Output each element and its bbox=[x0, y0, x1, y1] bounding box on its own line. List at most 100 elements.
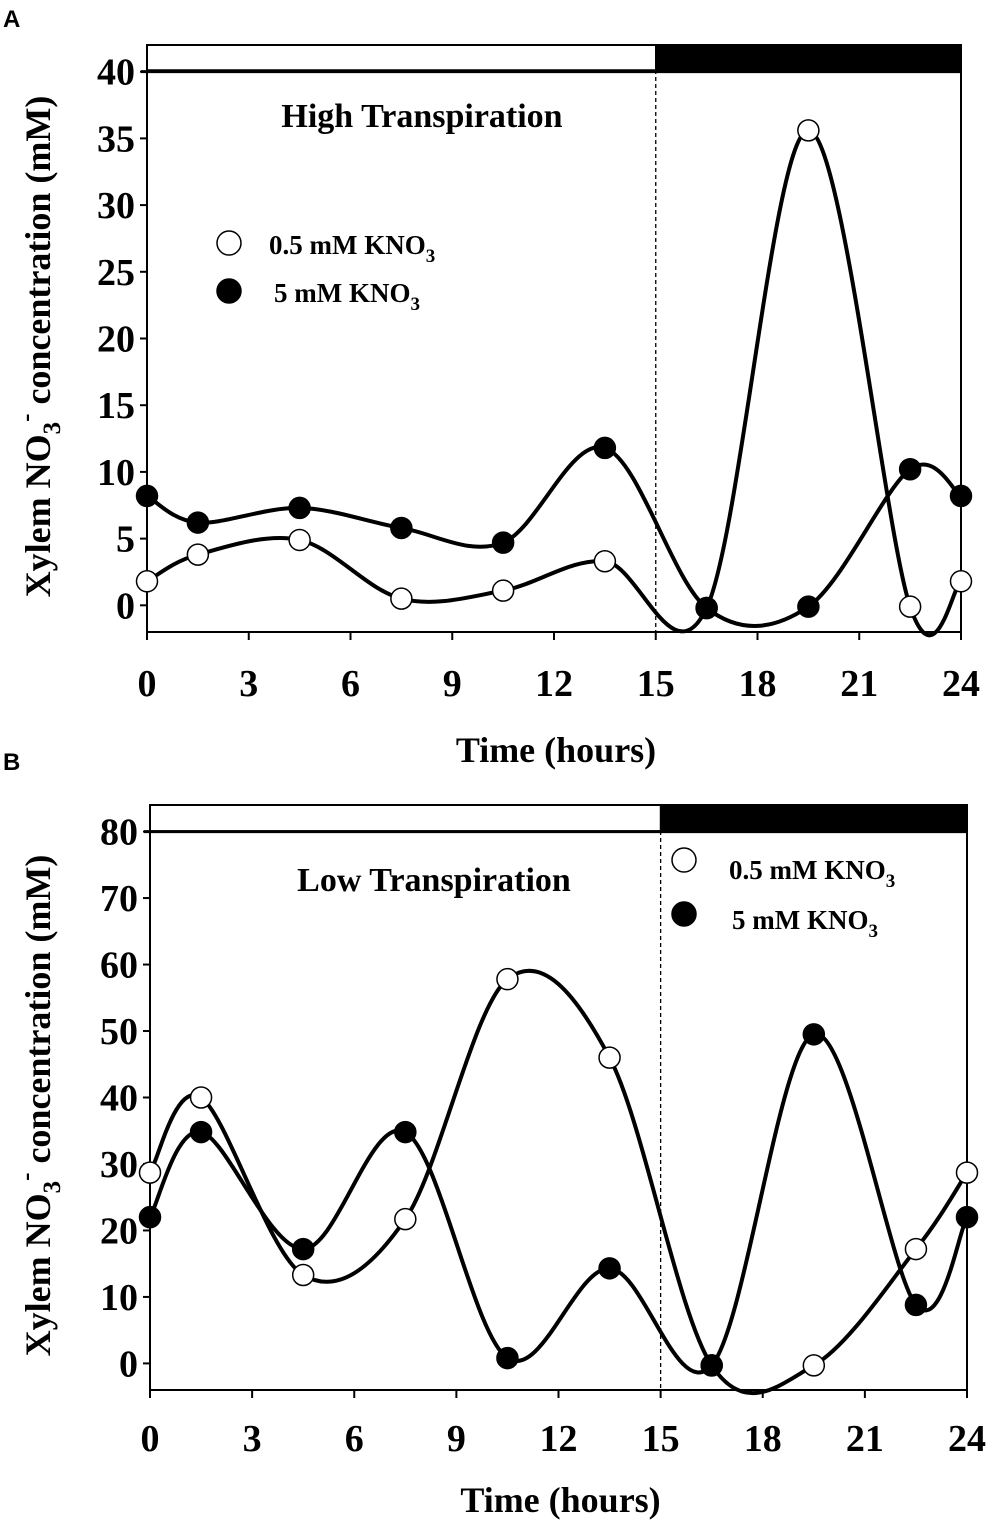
data-point-open bbox=[189, 1086, 213, 1109]
y-tick-label: 80 bbox=[100, 812, 138, 854]
dark-period-bar bbox=[659, 804, 968, 832]
data-point-filled bbox=[898, 457, 922, 481]
legend-label-main: 5 mM KNO bbox=[274, 278, 410, 308]
x-tick-label: 18 bbox=[739, 663, 777, 705]
data-point-open bbox=[394, 1207, 417, 1231]
x-tick-label: 9 bbox=[447, 1418, 466, 1460]
y-tick-label: 40 bbox=[97, 52, 135, 94]
x-tick-label: 9 bbox=[443, 663, 462, 705]
y-axis-title: Xylem NO3- concentration (mM) bbox=[13, 96, 66, 598]
data-point-open bbox=[593, 550, 617, 573]
y-axis-title-superscript: - bbox=[13, 414, 40, 422]
y-tick-label: 35 bbox=[97, 118, 135, 160]
panel-b-letter: B bbox=[3, 749, 20, 776]
data-point-open bbox=[390, 587, 413, 610]
data-point-open bbox=[491, 579, 515, 602]
x-tick-label: 6 bbox=[345, 1418, 364, 1460]
y-tick-label: 20 bbox=[100, 1210, 138, 1252]
data-point-filled bbox=[394, 1120, 417, 1144]
x-tick-label: 21 bbox=[846, 1418, 884, 1460]
y-axis-title-main: Xylem NO bbox=[18, 434, 58, 597]
legend-label-main: 0.5 mM KNO bbox=[729, 855, 886, 885]
data-point-filled bbox=[797, 595, 820, 618]
data-point-filled bbox=[189, 1120, 213, 1144]
legend-label-subscript: 3 bbox=[410, 294, 420, 315]
y-tick-label: 60 bbox=[100, 945, 138, 987]
legend-marker-open bbox=[216, 230, 242, 256]
series-line-0.5mM bbox=[145, 128, 963, 638]
legend-marker-open bbox=[671, 847, 697, 873]
data-point-open bbox=[186, 543, 210, 566]
chart-title: Low Transpiration bbox=[297, 862, 571, 899]
y-axis-title-rest: concentration (mM) bbox=[18, 96, 58, 414]
legend-label-subscript: 3 bbox=[868, 921, 878, 942]
chart-panel-a: 0 5 10 15 20 25 30 35 40 0 3 6 9 12 15 18 21 24 Time (hour… bbox=[13, 44, 980, 770]
x-tick-label: 3 bbox=[239, 663, 258, 705]
chart-title: High Transpiration bbox=[281, 98, 562, 135]
x-tick-label: 15 bbox=[637, 663, 675, 705]
data-point-open bbox=[496, 967, 519, 991]
data-point-open bbox=[904, 1237, 928, 1261]
data-point-filled bbox=[955, 1205, 979, 1229]
series-line-5mM bbox=[148, 1032, 969, 1375]
x-tick-label: 18 bbox=[744, 1418, 782, 1460]
legend-label-subscript: 3 bbox=[886, 871, 896, 892]
x-tick-label: 24 bbox=[942, 663, 980, 705]
data-point-filled bbox=[802, 1023, 826, 1046]
data-point-filled bbox=[491, 531, 515, 554]
x-tick-label: 12 bbox=[540, 1418, 578, 1460]
x-axis-title: Time (hours) bbox=[456, 730, 656, 770]
y-tick-label: 5 bbox=[116, 519, 135, 561]
data-point-filled bbox=[135, 484, 159, 508]
series-line-0.5mM bbox=[148, 968, 969, 1396]
y-tick-label: 40 bbox=[100, 1078, 138, 1120]
x-tick-label: 15 bbox=[642, 1418, 680, 1460]
light-period-bar bbox=[149, 804, 662, 832]
data-point-filled bbox=[186, 511, 210, 534]
panel-a-letter: A bbox=[3, 6, 20, 33]
data-point-open bbox=[138, 1161, 162, 1184]
y-tick-label: 0 bbox=[119, 1343, 138, 1385]
data-point-filled bbox=[949, 484, 973, 508]
data-point-open bbox=[955, 1161, 979, 1184]
x-tick-label: 0 bbox=[141, 1418, 160, 1460]
data-point-filled bbox=[593, 436, 617, 460]
y-tick-label: 30 bbox=[97, 185, 135, 227]
legend-label: 0.5 mM KNO3 bbox=[729, 855, 895, 892]
y-tick-label: 50 bbox=[100, 1011, 138, 1053]
data-point-filled bbox=[390, 516, 413, 540]
legend-label: 5 mM KNO3 bbox=[274, 278, 420, 315]
y-axis-title-rest: concentration (mM) bbox=[18, 855, 58, 1173]
series-line-5mM bbox=[145, 445, 963, 628]
data-point-filled bbox=[598, 1257, 621, 1280]
y-tick-label: 30 bbox=[100, 1144, 138, 1186]
y-tick-label: 10 bbox=[97, 452, 135, 494]
y-tick-label: 20 bbox=[97, 319, 135, 361]
y-axis-title-subscript: 3 bbox=[39, 422, 66, 435]
x-tick-label: 6 bbox=[341, 663, 360, 705]
data-point-filled bbox=[700, 1354, 723, 1377]
x-tick-label: 12 bbox=[535, 663, 573, 705]
data-point-filled bbox=[904, 1293, 928, 1317]
y-axis-title-subscript: 3 bbox=[39, 1181, 66, 1194]
data-point-open bbox=[135, 570, 159, 593]
y-axis-title-superscript: - bbox=[13, 1173, 40, 1181]
data-point-open bbox=[802, 1354, 826, 1377]
legend-label-main: 0.5 mM KNO bbox=[269, 230, 426, 260]
data-point-filled bbox=[496, 1346, 519, 1370]
legend-label-main: 5 mM KNO bbox=[732, 905, 868, 935]
data-point-open bbox=[797, 119, 820, 142]
y-axis-title-main: Xylem NO bbox=[18, 1193, 58, 1356]
x-tick-label: 21 bbox=[840, 663, 878, 705]
legend-label: 0.5 mM KNO3 bbox=[269, 230, 435, 267]
chart-panel-b: 0 10 20 30 40 50 60 70 80 0 3 6 9 12 15 18 21 24 Time (hou… bbox=[13, 804, 986, 1520]
x-tick-label: 0 bbox=[138, 663, 157, 705]
legend-marker-filled bbox=[671, 901, 697, 927]
y-tick-label: 15 bbox=[97, 385, 135, 427]
data-point-filled bbox=[695, 596, 718, 620]
y-tick-label: 10 bbox=[100, 1277, 138, 1319]
y-tick-label: 25 bbox=[97, 252, 135, 294]
data-point-filled bbox=[288, 496, 311, 520]
data-point-open bbox=[291, 1263, 315, 1287]
